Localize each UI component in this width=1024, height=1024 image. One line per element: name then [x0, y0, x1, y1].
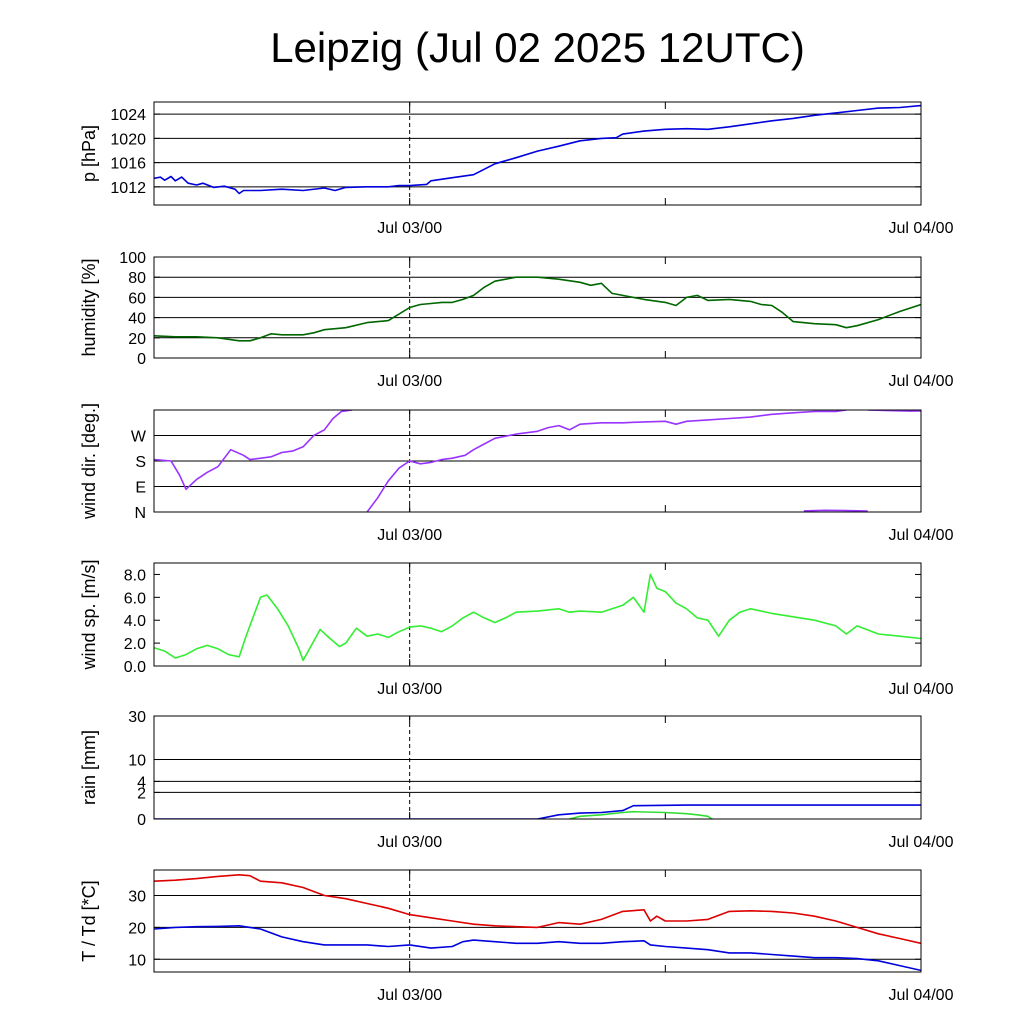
- pressure-xtick-label: Jul 04/00: [889, 220, 954, 237]
- chart-title: Leipzig (Jul 02 2025 12UTC): [270, 24, 805, 71]
- wind-speed-ytick-label: 6.0: [124, 590, 146, 607]
- humidity-ytick-label: 100: [119, 250, 146, 267]
- wind-direction-xtick-label: Jul 03/00: [377, 527, 442, 544]
- pressure-panel: 1012 1016 1020 1024 Jul 03/00 Jul 04/00 p [hPa…: [79, 101, 954, 237]
- rain-frame: [153, 715, 922, 820]
- temperature-series-line-1: [154, 925, 921, 972]
- wind-speed-frame: [153, 562, 922, 667]
- wind-speed-ytick-label: 2.0: [124, 636, 146, 653]
- temperature-ytick-label: 30: [128, 889, 146, 906]
- pressure-series-line-0: [154, 104, 921, 195]
- temperature-panel: 10 20 30 Jul 03/00 Jul 04/00 T / Td [*C]: [79, 869, 954, 1004]
- humidity-xtick-label: Jul 03/00: [377, 373, 442, 390]
- humidity-panel: 0 20 40 60 80 100 Jul 03/00 Jul 04/00 humidity […: [79, 250, 954, 390]
- pressure-ytick-label: 1020: [110, 131, 146, 148]
- pressure-ytick-label: 1016: [110, 156, 146, 173]
- temperature-ytick-label: 10: [128, 952, 146, 969]
- humidity-ytick-label: 80: [128, 270, 146, 287]
- humidity-ylabel: humidity [%]: [79, 258, 99, 356]
- wind-direction-ylabel: wind dir. [deg.]: [79, 403, 99, 520]
- wind-direction-series-line-0: [803, 509, 868, 512]
- rain-ytick-label: 2: [137, 785, 146, 802]
- pressure-series-group: [154, 104, 921, 195]
- temperature-ylabel: T / Td [*C]: [79, 880, 99, 961]
- pressure-frame: [153, 101, 922, 206]
- pressure-ylabel: p [hPa]: [79, 125, 99, 182]
- humidity-xtick-label: Jul 04/00: [889, 373, 954, 390]
- wind-direction-frame: [153, 409, 922, 513]
- temperature-series-group: [154, 874, 921, 972]
- humidity-ytick-label: 40: [128, 311, 146, 328]
- wind-direction-ytick-label: E: [135, 480, 146, 497]
- humidity-series-group: [154, 276, 921, 342]
- wind-direction-ytick-label: W: [131, 429, 147, 446]
- pressure-ytick-label: 1012: [110, 180, 146, 197]
- rain-series-line-0: [154, 804, 921, 819]
- humidity-ytick-label: 60: [128, 290, 146, 307]
- temperature-xtick-label: Jul 03/00: [377, 987, 442, 1004]
- wind-direction-ytick-label: S: [135, 454, 146, 471]
- rain-ytick-label: 10: [128, 753, 146, 770]
- wind-speed-ytick-label: 0.0: [124, 659, 146, 676]
- rain-series-line-1: [569, 810, 713, 819]
- wind-direction-xtick-label: Jul 04/00: [889, 527, 954, 544]
- wind-direction-series-group: [154, 410, 921, 512]
- wind-speed-series-group: [154, 573, 921, 662]
- pressure-ytick-label: 1024: [110, 107, 146, 124]
- wind-speed-ytick-label: 4.0: [124, 613, 146, 630]
- humidity-ytick-label: 0: [137, 351, 146, 368]
- temperature-series-line-0: [154, 874, 921, 945]
- rain-ylabel: rain [mm]: [79, 730, 99, 805]
- wind-direction-ytick-label: N: [134, 505, 146, 522]
- wind-speed-panel: 0.0 2.0 4.0 6.0 8.0 Jul 03/00 Jul 04/00 wind sp…: [79, 559, 954, 698]
- rain-xtick-label: Jul 04/00: [889, 834, 954, 851]
- humidity-frame: [153, 256, 922, 359]
- humidity-series-line-0: [154, 276, 921, 342]
- rain-panel: 0 24 10 30 Jul 03/00 Jul 04/00 rain [mm]: [79, 709, 954, 851]
- rain-ytick-label: 0: [137, 812, 146, 829]
- wind-direction-series-line-0: [366, 410, 847, 512]
- humidity-ytick-label: 20: [128, 331, 146, 348]
- wind-speed-ytick-label: 8.0: [124, 567, 146, 584]
- wind-speed-ylabel: wind sp. [m/s]: [79, 559, 99, 670]
- wind-speed-xtick-label: Jul 03/00: [377, 681, 442, 698]
- rain-ytick-label: 4: [137, 774, 146, 791]
- wind-direction-series-line-0: [154, 410, 343, 491]
- rain-series-group: [154, 804, 921, 819]
- rain-ytick-label: 30: [128, 709, 146, 726]
- temperature-frame: [153, 869, 922, 973]
- temperature-xtick-label: Jul 04/00: [889, 987, 954, 1004]
- temperature-ytick-label: 20: [128, 920, 146, 937]
- pressure-xtick-label: Jul 03/00: [377, 220, 442, 237]
- wind-speed-series-line-0: [154, 573, 921, 662]
- wind-speed-xtick-label: Jul 04/00: [889, 681, 954, 698]
- rain-xtick-label: Jul 03/00: [377, 834, 442, 851]
